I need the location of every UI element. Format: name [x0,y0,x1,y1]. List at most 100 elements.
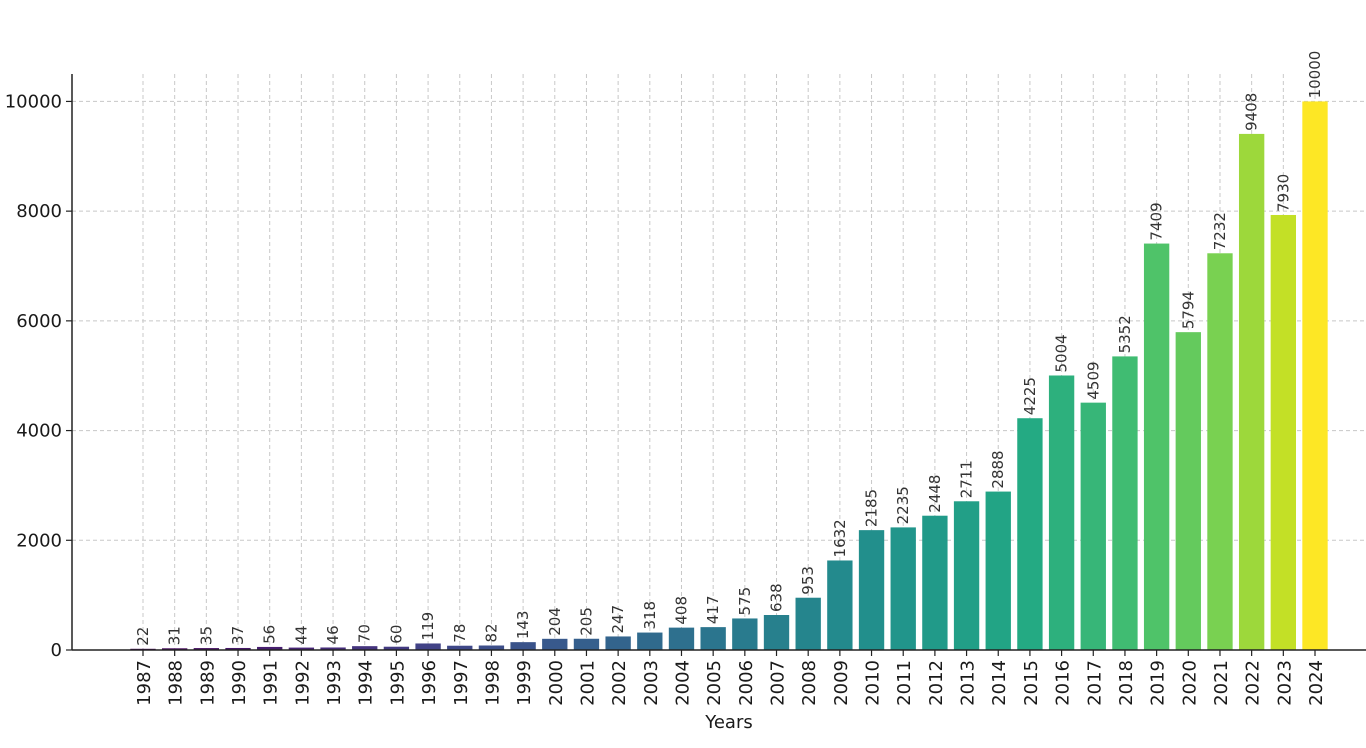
bar-2018 [1112,356,1138,650]
y-axis-ticks: 0 2000 4000 6000 8000 10000 [5,91,72,661]
x-tick-label-2003: 2003 [641,660,662,706]
bar-1989 [193,648,220,650]
value-label-2024: 10000 [1306,51,1324,99]
bar-1995 [383,646,410,650]
value-label-1989: 35 [197,626,215,645]
bar-2023 [1270,214,1296,651]
x-tick-label-2018: 2018 [1116,660,1137,706]
x-tick-label-2002: 2002 [609,660,630,706]
x-tick-label-1999: 1999 [514,660,535,706]
x-tick-label-2001: 2001 [577,660,598,706]
y-tick-label: 8000 [16,201,62,222]
value-label-2021: 7232 [1211,212,1229,250]
bar-1991 [257,646,283,650]
x-tick-label-2015: 2015 [1021,660,1042,706]
value-label-2008: 953 [799,566,817,595]
x-tick-label-1989: 1989 [197,660,218,706]
x-tick-label-1988: 1988 [166,660,187,706]
x-tick-label-2008: 2008 [799,660,820,706]
x-tick-label-2019: 2019 [1148,660,1169,706]
x-tick-label-1998: 1998 [482,660,503,706]
bar-2012 [922,515,948,650]
value-label-2006: 575 [736,587,754,616]
bar-1992 [288,647,315,650]
value-label-2019: 7409 [1148,202,1166,240]
y-tick-label: 0 [51,640,62,661]
value-label-1990: 37 [229,626,247,645]
bar-1996 [415,643,441,650]
bar-2008 [795,597,821,650]
value-label-2013: 2711 [958,460,976,498]
x-tick-label-2020: 2020 [1179,660,1200,706]
y-tick-label: 6000 [16,311,62,332]
value-label-1994: 70 [356,624,374,643]
bar-1993 [320,647,346,650]
x-tick-label-2014: 2014 [989,660,1010,706]
y-tick-label: 10000 [5,91,62,112]
value-label-1999: 143 [514,611,532,640]
x-tick-label-2011: 2011 [894,660,915,706]
bar-2021 [1207,253,1233,651]
value-label-2001: 205 [577,607,595,636]
value-label-1993: 46 [324,625,342,644]
bar-1998 [478,645,505,650]
bar-2022 [1238,133,1265,651]
x-tick-label-2006: 2006 [736,660,757,706]
value-label-2009: 1632 [831,519,849,557]
value-label-2007: 638 [768,583,786,612]
value-label-2011: 2235 [894,486,912,524]
value-label-2016: 5004 [1053,334,1071,372]
x-tick-label-2022: 2022 [1243,660,1264,706]
x-tick-label-2007: 2007 [768,660,789,706]
bar-2007 [763,615,790,650]
value-label-1997: 78 [451,624,469,643]
value-label-1996: 119 [419,612,437,641]
value-labels: 22 31 35 37 56 44 46 70 60 119 78 82 143 204 205 247 318… [134,51,1324,646]
bar-2004 [668,627,695,650]
x-tick-label-2016: 2016 [1053,660,1074,706]
value-label-2005: 417 [704,595,722,624]
bar-2024 [1302,101,1328,650]
bar-2017 [1080,402,1106,650]
bar-2019 [1143,243,1170,651]
value-label-2000: 204 [546,607,564,636]
bar-2014 [985,491,1011,650]
x-tick-label-2024: 2024 [1306,660,1327,706]
x-tick-label-2009: 2009 [831,660,852,706]
bar-1988 [162,648,188,650]
x-tick-label-2013: 2013 [958,660,979,706]
bar-1990 [225,647,251,650]
x-tick-label-1997: 1997 [451,660,472,706]
bar-2002 [605,636,631,650]
value-label-1991: 56 [261,625,279,644]
value-label-2002: 247 [609,605,627,634]
x-tick-label-2010: 2010 [863,660,884,706]
value-label-2003: 318 [641,601,659,630]
x-tick-label-2012: 2012 [926,660,947,706]
bar-2003 [637,632,663,650]
grid [72,74,1366,650]
value-label-2023: 7930 [1274,174,1292,212]
value-label-1987: 22 [134,627,152,646]
value-label-1992: 44 [292,625,310,644]
value-label-2018: 5352 [1116,315,1134,353]
value-label-1988: 31 [166,626,184,645]
x-tick-label-2005: 2005 [704,660,725,706]
bar-2013 [953,501,980,650]
bar-2020 [1175,332,1201,650]
x-tick-label-1987: 1987 [134,660,155,706]
bar-2015 [1017,418,1043,650]
x-tick-label-1995: 1995 [387,660,408,706]
bar-1994 [352,646,378,650]
bar-2009 [827,560,853,650]
bar-2000 [542,638,568,650]
bar-2010 [858,530,885,650]
bar-2006 [732,618,758,650]
bar-1999 [510,642,536,650]
x-axis-ticks: 1987 1988 1989 1990 1991 1992 1993 1994 1995 1996… [134,650,1327,706]
bar-2011 [890,527,916,650]
x-tick-label-2004: 2004 [672,660,693,706]
y-tick-label: 2000 [16,530,62,551]
x-tick-label-1990: 1990 [229,660,250,706]
